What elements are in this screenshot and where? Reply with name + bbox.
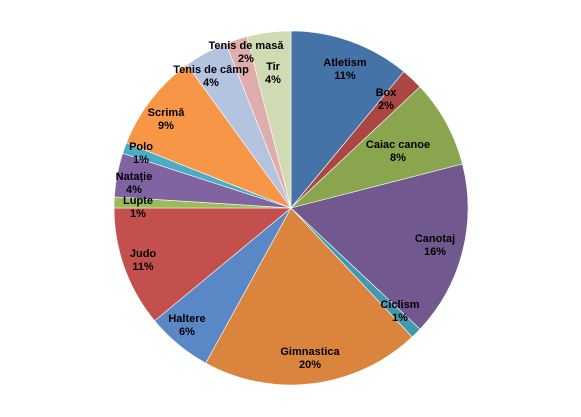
slice-percent-label: 1% [133, 154, 149, 166]
data-label-tenis-de-masa: Tenis de masă 2% [209, 40, 285, 65]
pie-slice-caiac-canoe [290, 86, 463, 209]
data-label-scrima: Scrimă 9% [148, 107, 186, 132]
data-label-tir: Tir 4% [265, 61, 281, 86]
slice-percent-label: 9% [158, 120, 174, 132]
slice-name-label: Haltere [168, 313, 205, 325]
slice-percent-label: 20% [299, 359, 321, 371]
slice-name-label: Lupte [123, 195, 153, 207]
slice-percent-label: 11% [132, 261, 154, 273]
slice-percent-label: 4% [126, 184, 142, 196]
data-label-natatie: Natație 4% [116, 171, 153, 196]
data-label-caiac-canoe: Caiac canoe 8% [366, 139, 430, 164]
slice-name-label: Natație [116, 171, 153, 183]
slice-name-label: Polo [129, 141, 153, 153]
slice-name-label: Ciclism [380, 299, 419, 311]
slice-percent-label: 2% [238, 53, 254, 65]
slice-name-label: Canotaj [415, 233, 455, 245]
data-label-lupte: Lupte 1% [123, 195, 153, 220]
slices-layer [113, 30, 469, 386]
slice-percent-label: 8% [390, 152, 406, 164]
data-label-haltere: Haltere 6% [168, 313, 205, 338]
pie-slice-scrima [126, 64, 292, 209]
labels-layer: Atletism 11%Box 2%Caiac canoe 8%Canotaj 16%C… [116, 40, 456, 371]
slice-percent-label: 4% [203, 77, 219, 89]
data-label-tenis-de-camp: Tenis de câmp 4% [173, 64, 249, 89]
data-label-gimnastica: Gimnastica 20% [280, 346, 340, 371]
slice-name-label: Atletism [323, 57, 367, 69]
slice-percent-label: 16% [424, 246, 446, 258]
slice-name-label: Gimnastica [280, 346, 340, 358]
pie-slice-gimnastica [205, 207, 413, 386]
data-label-ciclism: Ciclism 1% [380, 299, 419, 324]
slice-percent-label: 4% [265, 74, 281, 86]
slice-percent-label: 2% [378, 100, 394, 112]
slice-name-label: Tenis de masă [209, 40, 285, 52]
pie-slice-judo [113, 207, 292, 322]
pie-slice-tir [246, 30, 292, 209]
slice-name-label: Box [376, 87, 398, 99]
slice-name-label: Tenis de câmp [173, 64, 249, 76]
slice-percent-label: 1% [130, 208, 146, 220]
slice-name-label: Scrimă [148, 107, 186, 119]
slice-percent-label: 11% [334, 70, 356, 82]
data-label-box: Box 2% [376, 87, 398, 112]
slice-percent-label: 6% [179, 326, 195, 338]
slice-name-label: Tir [266, 61, 281, 73]
data-label-canotaj: Canotaj 16% [415, 233, 455, 258]
data-label-atletism: Atletism 11% [323, 57, 367, 82]
slice-name-label: Judo [130, 248, 157, 260]
slice-name-label: Caiac canoe [366, 139, 430, 151]
data-label-judo: Judo 11% [130, 248, 157, 273]
slice-percent-label: 1% [392, 312, 408, 324]
pie-slice-atletism [290, 30, 405, 209]
data-label-polo: Polo 1% [129, 141, 153, 166]
pie-slice-canotaj [290, 163, 469, 330]
